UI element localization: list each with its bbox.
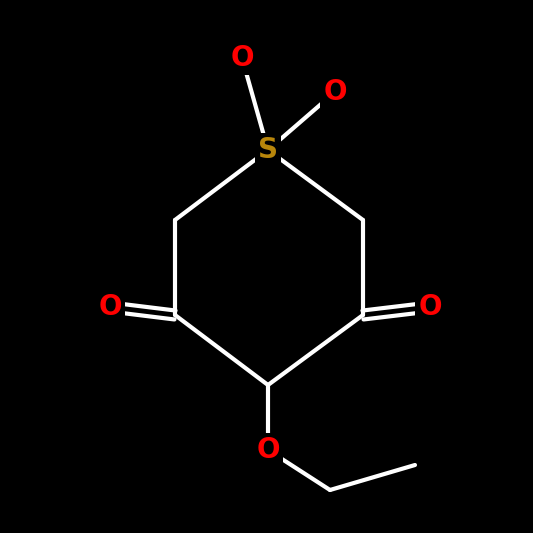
- Text: O: O: [256, 436, 280, 464]
- Text: O: O: [323, 78, 347, 106]
- Text: O: O: [230, 44, 254, 72]
- Text: S: S: [258, 136, 278, 164]
- Text: O: O: [418, 293, 442, 321]
- Text: O: O: [98, 293, 122, 321]
